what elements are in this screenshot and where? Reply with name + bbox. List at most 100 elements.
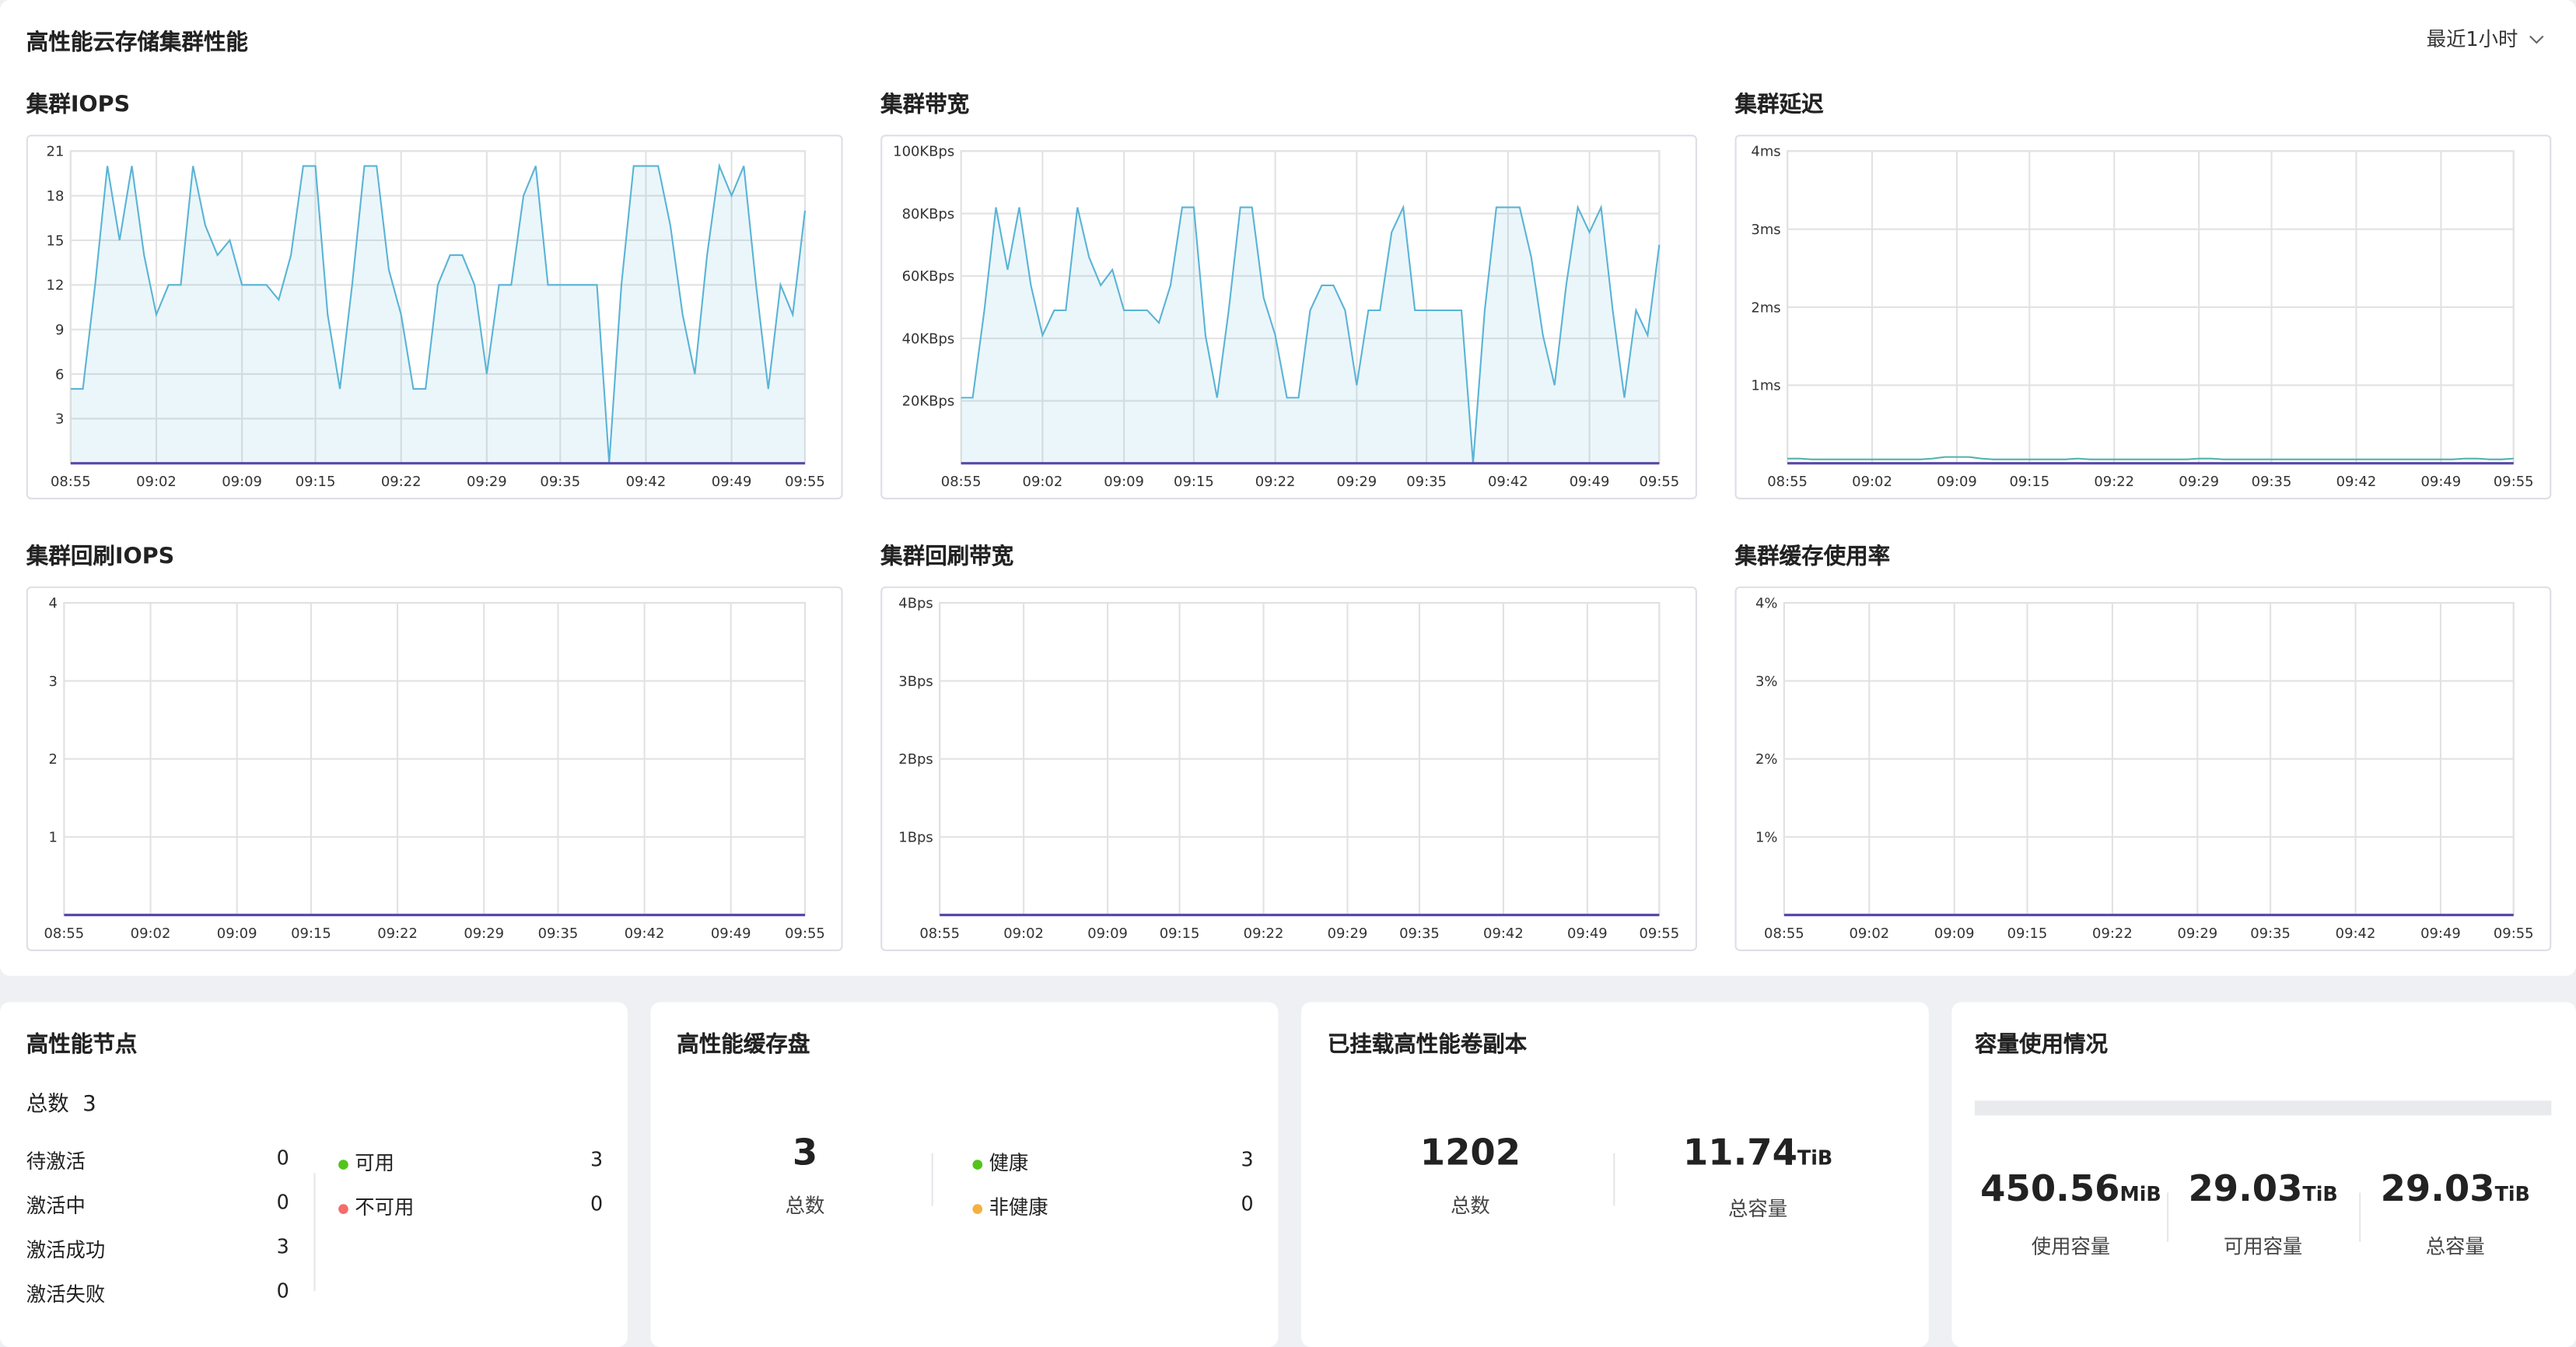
y-tick-label: 21 [47, 144, 65, 160]
x-tick-label: 09:55 [2494, 925, 2534, 942]
y-tick-label: 3 [55, 411, 64, 428]
count-label: 总数 [1451, 1194, 1490, 1218]
x-tick-label: 09:55 [2494, 474, 2534, 490]
x-tick-label: 09:22 [381, 474, 422, 490]
chart: 08:55 09:02 09:09 09:15 09:22 09:29 09:35 09:42… [1751, 144, 2534, 491]
chart-title: 集群带宽 [880, 92, 970, 119]
x-tick-label: 09:42 [625, 925, 665, 942]
x-tick-label: 09:15 [1160, 925, 1200, 942]
status-row: 健康 3 [972, 1148, 1254, 1176]
y-tick-label: 3 [49, 674, 58, 690]
x-tick-label: 08:55 [1767, 474, 1808, 490]
label: 使用容量 [2031, 1235, 2111, 1258]
dot [338, 1203, 348, 1213]
x-tick-label: 09:02 [136, 474, 177, 490]
card-nodes: 高性能节点 总数 3 待激活 0 激活中 0 激活成功 3 激活失败 0 可用 3 不可用… [0, 1002, 628, 1347]
chart-box: 08:55 09:02 09:09 09:15 09:22 09:29 09:35 09:42… [1734, 135, 2552, 500]
y-tick-label: 20KBps [902, 394, 955, 410]
available: 29.03TiB [2167, 1170, 2359, 1211]
x-tick-label: 09:42 [1483, 925, 1524, 942]
x-tick-label: 09:02 [131, 925, 171, 942]
label: 激活失败 [26, 1282, 106, 1307]
y-tick-label: 4% [1755, 596, 1777, 612]
chart: 08:55 09:02 09:09 09:15 09:22 09:29 09:35 09:42… [893, 144, 1679, 491]
x-tick-label: 09:02 [1852, 474, 1892, 490]
range-text[interactable]: 最近1小时 [2426, 27, 2518, 51]
range-select[interactable]: 最近1小时 [2427, 25, 2546, 53]
x-tick-label: 09:15 [2009, 474, 2049, 490]
x-tick-label: 09:35 [2250, 925, 2291, 942]
status-row: 不可用 0 [338, 1192, 603, 1220]
card-title: 容量使用情况 [1974, 1031, 2109, 1058]
value: 29.03 [2380, 1169, 2495, 1211]
x-tick-label: 09:09 [1087, 925, 1128, 942]
card-title: 已挂载高性能卷副本 [1327, 1031, 1528, 1058]
chart: 08:55 09:02 09:09 09:15 09:22 09:29 09:35 09:42… [1755, 596, 2534, 943]
x-tick-label: 09:35 [540, 474, 580, 490]
count-label: 总数 [785, 1194, 825, 1218]
label: 待激活 [26, 1149, 86, 1174]
x-tick-label: 09:42 [2336, 925, 2376, 942]
y-tick-label: 80KBps [902, 206, 955, 222]
y-tick-label: 1ms [1751, 378, 1780, 394]
unit: TiB [1797, 1146, 1833, 1170]
value: 0 [276, 1191, 289, 1214]
card-capacity: 容量使用情况 450.56MiB 使用容量 29.03TiB 可用容量 29.0… [1951, 1002, 2576, 1347]
area-fill [961, 207, 1660, 464]
total: 总数 3 [26, 1086, 96, 1118]
y-tick-label: 4ms [1751, 144, 1780, 160]
y-tick-label: 2ms [1751, 299, 1780, 316]
label: 非健康 [989, 1195, 1048, 1219]
y-tick-label: 6 [55, 366, 64, 383]
value: 11.74 [1682, 1133, 1797, 1175]
chevron[interactable] [2529, 33, 2546, 46]
total: 29.03TiB [2359, 1170, 2551, 1211]
usage-bar [1974, 1100, 2552, 1116]
total-value: 3 [82, 1092, 96, 1118]
x-tick-label: 09:35 [538, 925, 579, 942]
divider [1613, 1153, 1615, 1206]
x-tick-label: 08:55 [1764, 925, 1804, 942]
chart-box: 08:55 09:02 09:09 09:15 09:22 09:29 09:35 09:42… [1734, 586, 2552, 951]
area-fill [70, 166, 805, 464]
status-row: 可用 3 [338, 1148, 603, 1176]
x-tick-label: 09:09 [1934, 925, 1975, 942]
y-tick-label: 15 [47, 233, 65, 249]
x-tick-label: 09:02 [1003, 925, 1044, 942]
x-tick-label: 09:22 [1244, 925, 1284, 942]
chart-box: 08:55 09:02 09:09 09:15 09:22 09:29 09:35 09:42… [880, 135, 1697, 500]
chart-title: 集群回刷带宽 [880, 544, 1014, 570]
y-tick-label: 40KBps [902, 331, 955, 347]
state-row: 待激活 0 [26, 1146, 289, 1174]
y-tick-label: 4Bps [898, 596, 933, 612]
value: 0 [1241, 1192, 1254, 1216]
y-tick-label: 2 [49, 751, 58, 768]
card-title: 高性能缓存盘 [677, 1031, 810, 1058]
chart-box: 08:55 09:02 09:09 09:15 09:22 09:29 09:35 09:42… [26, 135, 843, 500]
y-tick-label: 2% [1755, 751, 1777, 768]
total-label: 总数 [26, 1092, 69, 1118]
y-tick-label: 3Bps [898, 674, 933, 690]
y-tick-label: 3% [1755, 674, 1777, 690]
dot [972, 1203, 983, 1213]
x-tick-label: 09:55 [785, 925, 825, 942]
label: 总容量 [2425, 1235, 2485, 1258]
x-tick-label: 09:29 [2179, 474, 2219, 490]
value: 29.03 [2188, 1169, 2303, 1211]
x-tick-label: 09:15 [296, 474, 336, 490]
chart-box: 08:55 09:02 09:09 09:15 09:22 09:29 09:35 09:42… [26, 586, 843, 951]
x-tick-label: 09:55 [1640, 925, 1680, 942]
y-tick-label: 1% [1755, 830, 1777, 846]
count: 3 [792, 1133, 818, 1175]
x-tick-label: 09:49 [712, 474, 752, 490]
state-row: 激活失败 0 [26, 1279, 289, 1307]
x-tick-label: 09:42 [626, 474, 667, 490]
card-replicas: 已挂载高性能卷副本 1202 总数 11.74TiB 总容量 [1300, 1002, 1929, 1347]
dot [972, 1159, 983, 1169]
y-tick-label: 100KBps [893, 144, 954, 160]
y-tick-label: 3ms [1751, 222, 1780, 238]
x-tick-label: 09:22 [377, 925, 418, 942]
state-row: 激活成功 3 [26, 1235, 289, 1263]
x-tick-label: 09:49 [1570, 474, 1610, 490]
